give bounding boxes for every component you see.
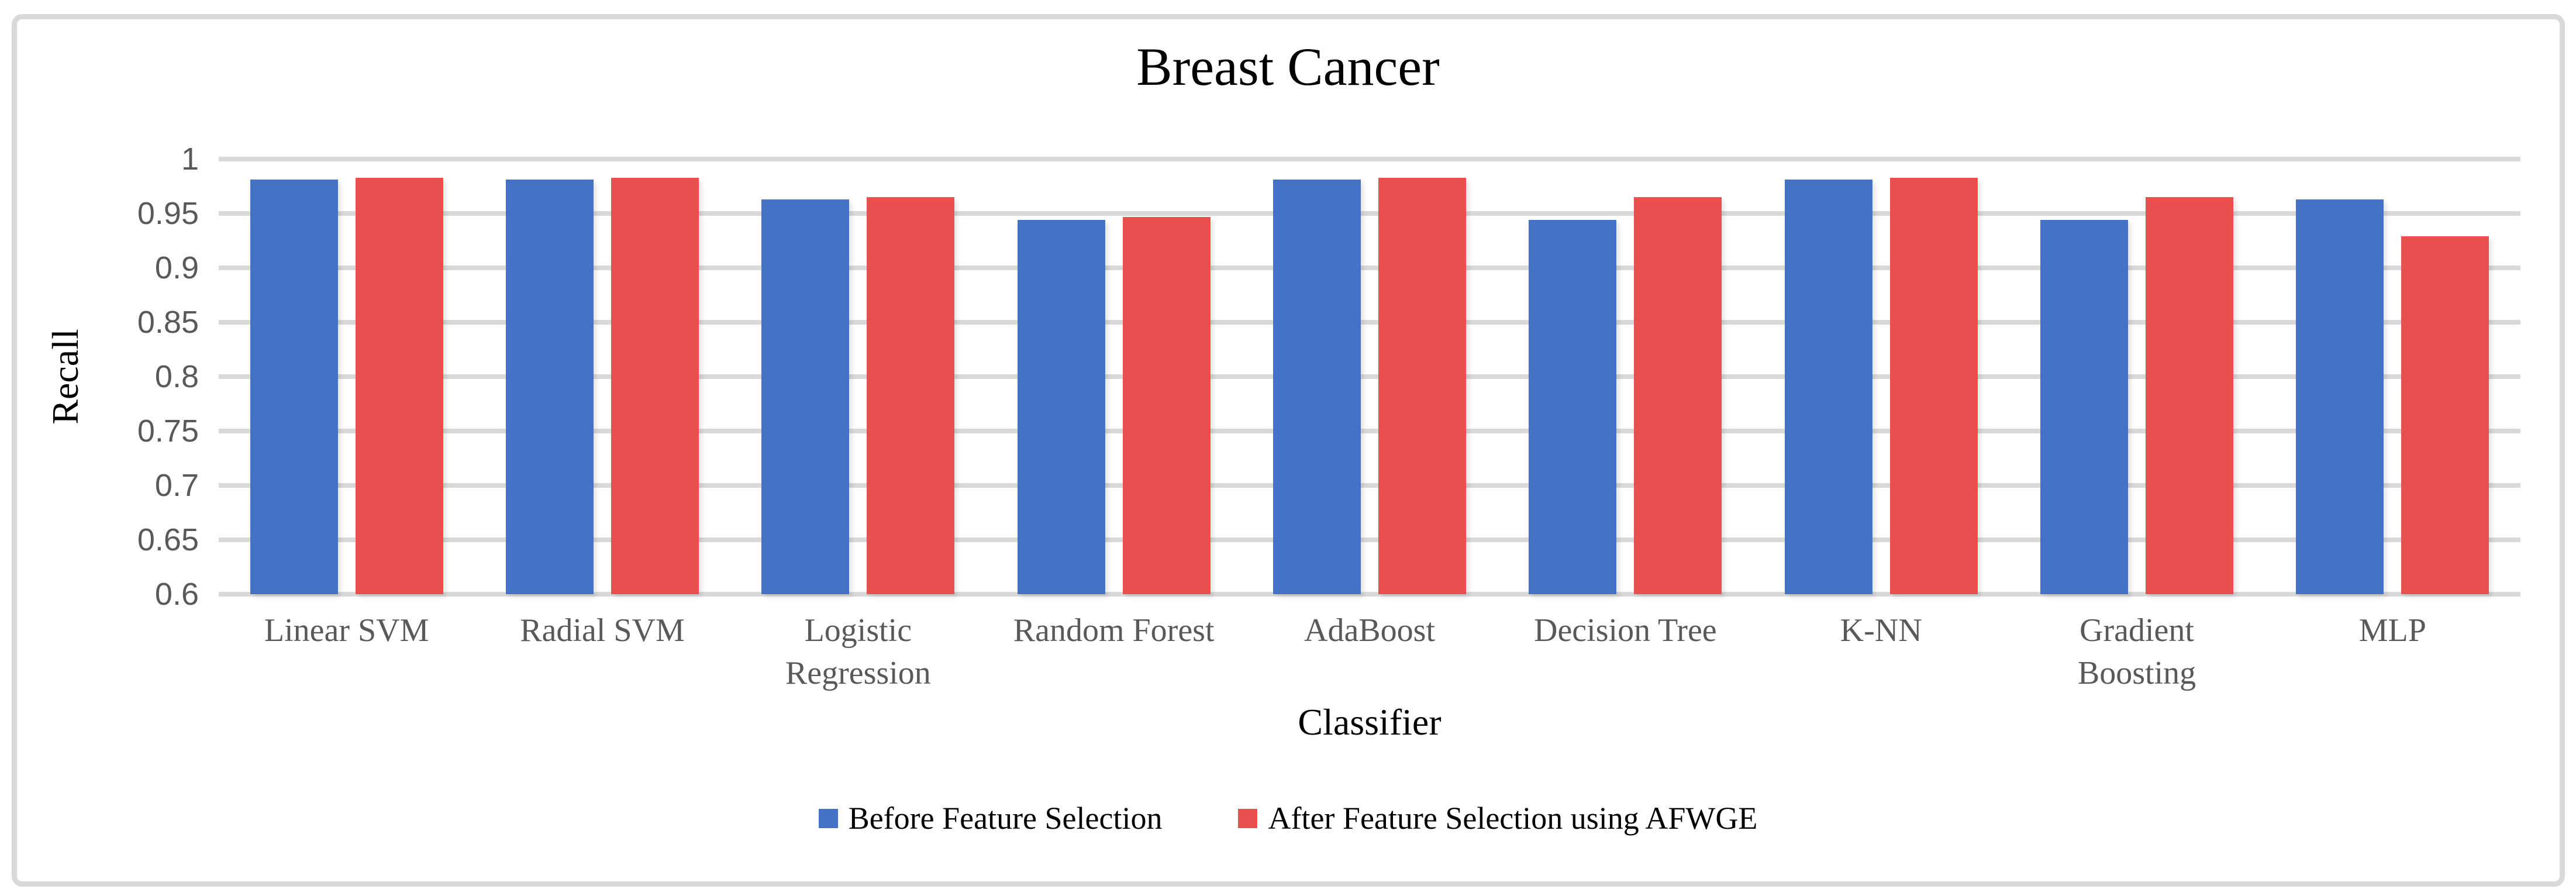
gridline-0.65: [219, 537, 2520, 542]
y-tick-label-0.65: 0.65: [137, 522, 199, 557]
y-tick-label-1: 1: [181, 142, 199, 177]
gridline-0.9: [219, 266, 2520, 270]
bar-before-random-forest: [1017, 220, 1105, 594]
gridline-0.75: [219, 429, 2520, 433]
bar-before-decision-tree: [1529, 220, 1617, 594]
bar-before-logistic-regression: [761, 199, 850, 594]
y-tick-label-0.85: 0.85: [137, 305, 199, 340]
legend-swatch-icon: [818, 808, 838, 828]
x-category-label-linear-svm: Linear SVM: [264, 612, 429, 649]
y-tick-label-0.75: 0.75: [137, 413, 199, 449]
gridline-0.95: [219, 211, 2520, 216]
plot-area: [219, 157, 2520, 597]
bar-before-mlp: [2296, 199, 2384, 594]
legend: Before Feature Selection After Feature Se…: [0, 802, 2576, 834]
x-category-label-k-nn: K-NN: [1840, 612, 1922, 649]
bar-after-gradient-boosting: [2146, 197, 2233, 594]
gridline-0.7: [219, 483, 2520, 488]
gridline-0.8: [219, 374, 2520, 379]
x-category-label-radial-svm: Radial SVM: [520, 612, 685, 649]
x-category-label-decision-tree: Decision Tree: [1534, 612, 1717, 649]
bar-after-k-nn: [1889, 177, 1978, 594]
figure-border: [12, 14, 2565, 887]
bar-before-k-nn: [1784, 180, 1872, 594]
y-tick-label-0.6: 0.6: [154, 577, 199, 612]
bar-after-linear-svm: [355, 177, 443, 594]
bar-before-radial-svm: [506, 180, 594, 594]
bar-after-radial-svm: [611, 177, 699, 594]
y-tick-label-0.7: 0.7: [154, 468, 199, 503]
bar-after-decision-tree: [1634, 197, 1722, 594]
y-tick-label-0.9: 0.9: [154, 250, 199, 285]
x-category-label-adaboost: AdaBoost: [1304, 612, 1435, 649]
x-category-label-random-forest: Random Forest: [1013, 612, 1215, 649]
legend-label: Before Feature Selection: [848, 801, 1163, 836]
x-axis-title: Classifier: [1298, 701, 1442, 743]
bar-after-mlp: [2401, 236, 2489, 594]
legend-swatch-icon: [1238, 808, 1258, 828]
bar-after-adaboost: [1378, 177, 1466, 594]
x-category-label-mlp: MLP: [2358, 612, 2426, 649]
bar-after-logistic-regression: [867, 197, 955, 594]
gridline-0.85: [219, 320, 2520, 325]
gridline-0.6: [219, 592, 2520, 597]
legend-item-after-feature-selection: After Feature Selection using AFWGE: [1238, 802, 1757, 834]
legend-item-before-feature-selection: Before Feature Selection: [818, 801, 1163, 836]
bar-before-linear-svm: [250, 180, 338, 594]
bar-before-gradient-boosting: [2040, 220, 2128, 594]
gridline-1: [219, 157, 2520, 161]
chart-title: Breast Cancer: [1136, 37, 1440, 97]
legend-label: After Feature Selection using AFWGE: [1268, 801, 1758, 836]
y-tick-label-0.95: 0.95: [137, 196, 199, 231]
y-tick-label-0.8: 0.8: [154, 359, 199, 394]
x-category-label-logistic-regression: Logistic Regression: [785, 612, 931, 691]
bar-after-random-forest: [1122, 216, 1211, 594]
x-category-label-gradient-boosting: Gradient Boosting: [2077, 612, 2196, 691]
bar-before-adaboost: [1273, 180, 1361, 594]
